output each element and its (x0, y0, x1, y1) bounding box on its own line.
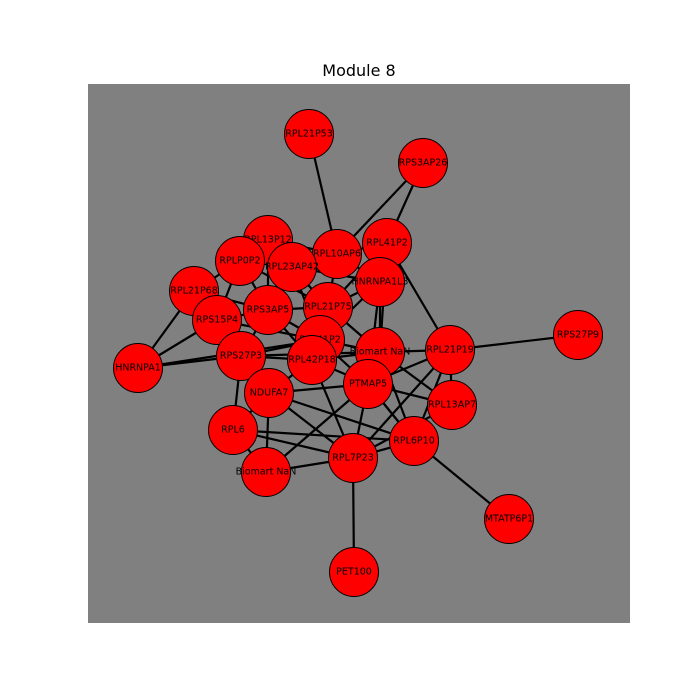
node-circle (553, 310, 603, 360)
node-n24: Biomart NaN (236, 447, 297, 497)
node-label: RPL13P12 (244, 235, 292, 246)
node-label: RPL21P19 (426, 345, 474, 356)
node-circle (355, 257, 405, 307)
node-label: RPL42P18 (288, 355, 336, 366)
node-label: RPL6P10 (393, 436, 434, 447)
node-circle (241, 447, 291, 497)
node-circle (208, 405, 258, 455)
node-label: RPLP0P2 (219, 256, 260, 267)
node-circle (192, 295, 242, 345)
node-circle (328, 433, 378, 483)
node-n19: PTMAP5 (343, 359, 393, 409)
node-label: HNRNPA1 (115, 363, 161, 374)
node-n27: PET100 (329, 547, 379, 597)
node-label: RPL13AP7 (428, 400, 476, 411)
node-label: RPL41P2 (366, 238, 407, 249)
node-circle (215, 236, 265, 286)
node-circle (389, 416, 439, 466)
edge-n20-n23 (268, 391, 415, 443)
node-circle (287, 335, 337, 385)
node-n7: HNRNPA1L3 (352, 257, 409, 307)
node-label: RPS27P9 (557, 330, 599, 341)
node-n26: MTATP6P1 (484, 494, 534, 544)
node-n25: RPL7P23 (328, 433, 378, 483)
node-label: RPS3AP26 (399, 158, 448, 169)
node-label: HNRNPA1L3 (352, 277, 409, 288)
node-n20: NDUFA7 (244, 368, 294, 418)
node-label: PTMAP5 (349, 379, 387, 390)
node-circle (284, 109, 334, 159)
node-label: RPL6 (221, 425, 245, 436)
node-n18: RPL42P18 (287, 335, 337, 385)
node-n3: RPL10AP6 (312, 229, 362, 279)
node-label: RPL21P75 (304, 302, 352, 313)
node-label: RPL7P23 (332, 453, 373, 464)
node-label: PET100 (336, 567, 372, 578)
node-n0: RPL21P53 (284, 109, 334, 159)
node-n23: RPL6P10 (389, 416, 439, 466)
node-n13: RPS27P9 (553, 310, 603, 360)
edge-n22-n23 (232, 428, 415, 443)
node-circle (329, 547, 379, 597)
node-circle (243, 285, 293, 335)
node-circle (267, 242, 317, 292)
node-n17: RPS27P3 (216, 331, 266, 381)
node-n15: RPL21P19 (425, 325, 475, 375)
node-label: RPL21P53 (285, 129, 333, 140)
node-label: RPL21P68 (170, 286, 218, 297)
node-n16: HNRNPA1 (113, 343, 163, 393)
node-circle (216, 331, 266, 381)
node-n9: RPS3AP5 (243, 285, 293, 335)
node-n22: RPL6 (208, 405, 258, 455)
node-label: MTATP6P1 (485, 514, 533, 525)
node-n6: RPL23AP42 (265, 242, 319, 292)
node-n21: RPL13AP7 (427, 380, 477, 430)
node-n11: RPS15P4 (192, 295, 242, 345)
node-circle (244, 368, 294, 418)
node-n1: RPS3AP26 (398, 138, 448, 188)
node-label: Biomart NaN (350, 347, 411, 358)
node-label: NDUFA7 (250, 388, 289, 399)
node-circle (427, 380, 477, 430)
node-circle (484, 494, 534, 544)
node-label: Biomart NaN (236, 467, 297, 478)
node-label: RPS27P3 (220, 351, 262, 362)
node-circle (113, 343, 163, 393)
node-circle (425, 325, 475, 375)
node-circle (398, 138, 448, 188)
node-layer: RPL21P53 RPS3AP26 RPL13P12 RPL10AP6 RPL41P2 R… (113, 109, 603, 597)
node-label: RPL10AP6 (313, 249, 361, 260)
node-n5: RPLP0P2 (215, 236, 265, 286)
node-label: RPL23AP42 (265, 262, 319, 273)
node-label: RPS15P4 (196, 315, 238, 326)
node-label: RPS3AP5 (247, 305, 290, 316)
node-circle (343, 359, 393, 409)
figure-title: Module 8 (322, 61, 395, 80)
